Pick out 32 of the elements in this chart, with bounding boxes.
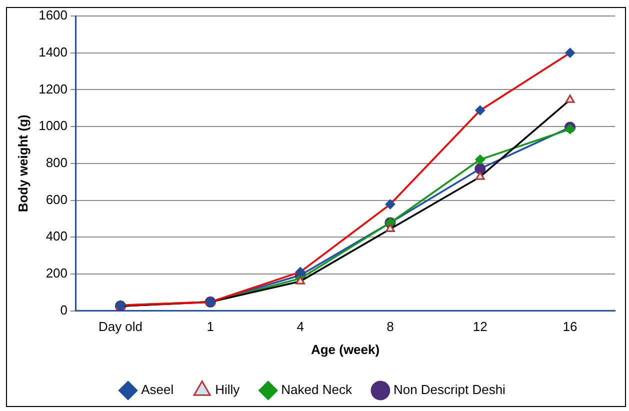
y-tick-label: 800: [46, 154, 68, 170]
x-axis-title: Age (week): [310, 342, 380, 357]
y-tick-label: 1400: [38, 44, 68, 60]
x-tick-label: 12: [472, 319, 488, 334]
x-tick-label: Day old: [98, 319, 143, 334]
point: [565, 48, 576, 58]
y-tick-label: 200: [46, 266, 68, 281]
x-tick-label: 4: [296, 319, 304, 334]
x-tick-label: 8: [386, 319, 394, 334]
y-tick-label: 600: [46, 192, 68, 207]
legend-label: Naked Neck: [281, 382, 352, 398]
point: [475, 172, 485, 180]
y-tick-label: 0: [60, 302, 68, 318]
point: [475, 105, 486, 116]
legend-label: Hilly: [215, 382, 240, 398]
legend-label: Aseel: [141, 382, 174, 398]
y-tick-label: 400: [46, 228, 68, 244]
point: [385, 199, 396, 210]
point: [295, 266, 306, 277]
y-axis-title: Body weight (g): [15, 114, 30, 212]
x-tick-label: 16: [562, 319, 578, 334]
point: [565, 94, 575, 103]
y-tick-label: 1600: [38, 8, 68, 23]
legend-label: Non Descript Deshi: [393, 382, 506, 398]
y-tick-label: 1000: [38, 118, 68, 134]
point: [296, 276, 305, 284]
point: [475, 154, 486, 165]
point: [565, 124, 576, 134]
x-tick-label: 1: [206, 319, 214, 334]
point: [386, 224, 395, 232]
y-tick-label: 1200: [38, 81, 68, 96]
point: [474, 163, 486, 174]
